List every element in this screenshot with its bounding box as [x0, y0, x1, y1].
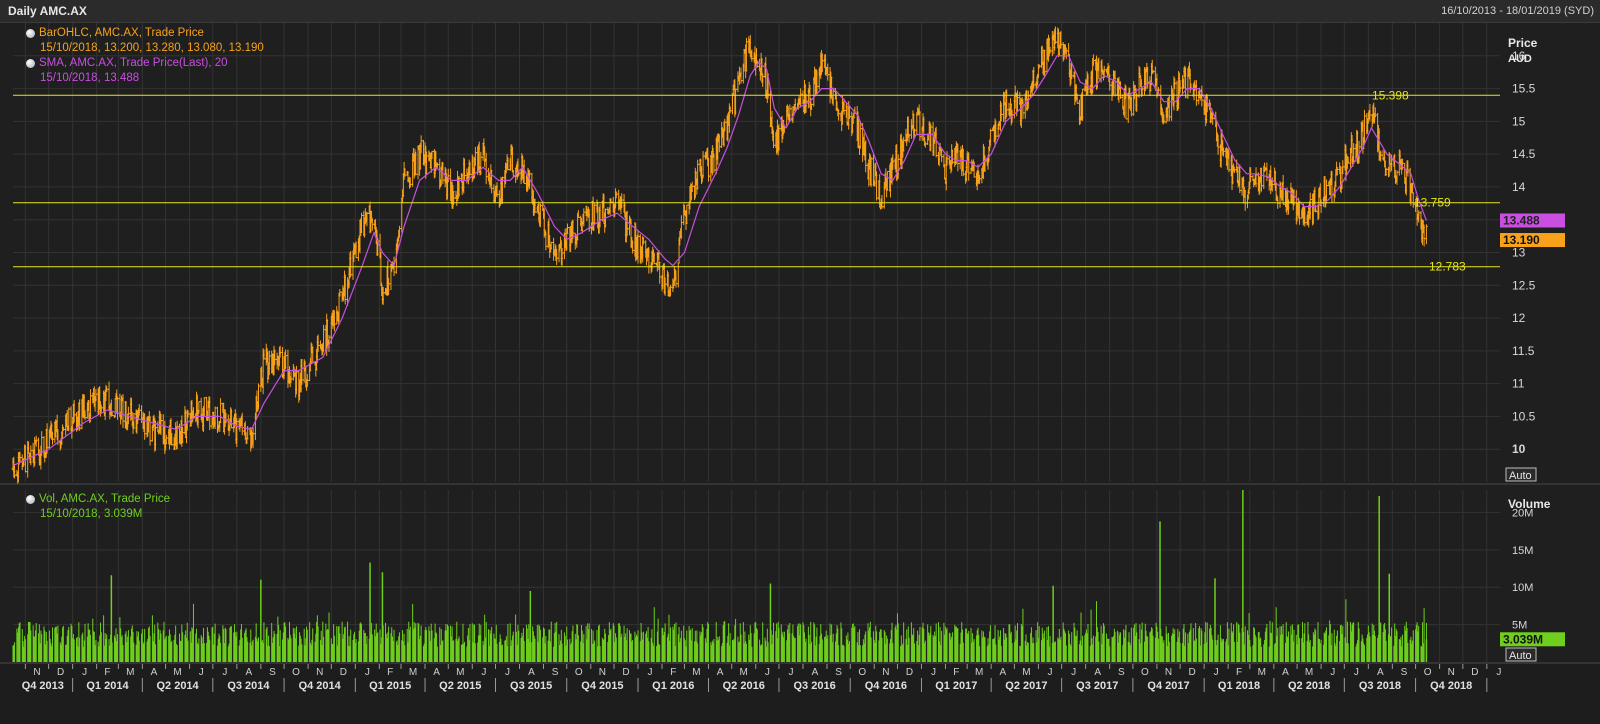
ohlc-series[interactable] [11, 26, 1428, 485]
chart-title: Daily AMC.AX [8, 4, 87, 18]
date-range: 16/10/2013 - 18/01/2019 (SYD) [1441, 5, 1594, 17]
title-bar: Daily AMC.AX 16/10/2013 - 18/01/2019 (SY… [0, 0, 1600, 23]
